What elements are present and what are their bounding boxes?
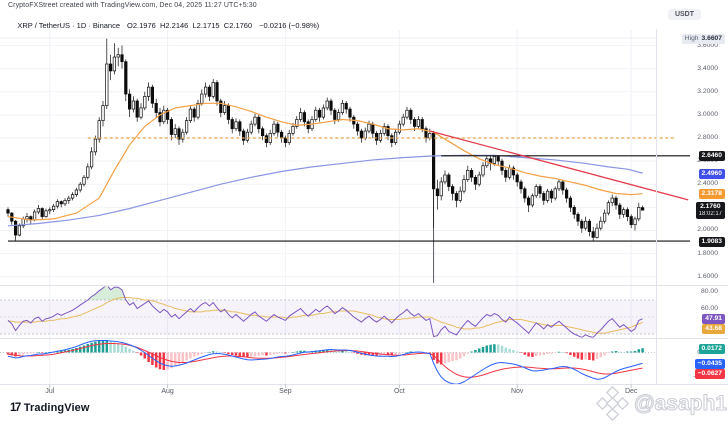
rsi-value-badge: 43.68 xyxy=(702,324,725,335)
candlestick-series xyxy=(6,38,645,242)
slow-ma-line xyxy=(7,154,643,227)
price-level-badge: 2.6460 xyxy=(698,151,725,162)
main-chart-pane xyxy=(6,38,645,283)
price-axis-tick-label: 1.8000 xyxy=(697,249,718,257)
price-axis-tick-label: 1.6000 xyxy=(697,272,718,280)
tradingview-logo-icon[interactable]: 17 xyxy=(10,402,21,414)
trendline xyxy=(429,130,689,201)
chart-drawings xyxy=(8,130,690,242)
price-level-badge: 2.3178 xyxy=(698,189,725,200)
watermark-text: @asaph1 xyxy=(634,392,728,416)
price-axis-tick-label: 2.8000 xyxy=(697,133,718,141)
time-axis-month-label: Sep xyxy=(279,388,292,395)
macd-value-badge: −0.0435 xyxy=(694,358,725,369)
price-axis-tick-label: 3.2000 xyxy=(697,87,718,95)
ohlc-values: O2.1976 H2.2146 L2.1715 C2.1760 xyxy=(127,21,253,30)
time-axis-month-label: Aug xyxy=(161,388,174,395)
fast-ma-line xyxy=(7,102,643,221)
high-label: High xyxy=(684,34,699,42)
high-price-badge: High 3.6607 xyxy=(681,33,725,44)
countdown-timer: 18:02:17 xyxy=(698,211,722,218)
price-axis-tick-label: 3.0000 xyxy=(697,110,718,118)
watermark: @asaph1 xyxy=(595,385,727,423)
symbol-legend[interactable]: XRP / TetherUS · 1D · Binance O2.1976 H2.… xyxy=(9,12,319,39)
time-axis[interactable]: Jul Aug Sep Oct Nov Dec xyxy=(0,384,657,402)
price-level-badge: 2.1760 18:02:17 xyxy=(695,202,725,220)
tradingview-logo-text[interactable]: TradingView xyxy=(23,402,90,414)
attribution-text: CryptoFXStreet created with TradingView.… xyxy=(8,2,257,9)
symbol-title: XRP / TetherUS · 1D · Binance xyxy=(17,21,121,30)
price-axis-tick-label: 2.4000 xyxy=(697,180,718,188)
price-level-badge: 2.4960 xyxy=(698,168,725,179)
tradingview-logo[interactable]: 17 TradingView xyxy=(10,402,90,414)
price-level-badge: 1.9083 xyxy=(698,236,725,247)
time-axis-month-label: Jul xyxy=(45,388,55,395)
binance-logo-icon xyxy=(595,385,630,422)
macd-value-badge: 0.0172 xyxy=(698,343,725,354)
macd-pane xyxy=(0,340,657,385)
macd-value-badge: −0.0627 xyxy=(694,368,725,379)
change-value: −0.0216 (−0.98%) xyxy=(259,21,320,30)
rsi-pane xyxy=(0,286,657,338)
price-axis-tick-label: 2.0000 xyxy=(697,226,718,234)
price-axis-tick-label: 3.4000 xyxy=(697,64,718,72)
pane-borders xyxy=(0,29,728,388)
rsi-axis-tick-label: 80.00 xyxy=(700,287,718,295)
price-axis-tick-label: 3.6000 xyxy=(697,41,718,49)
time-axis-month-label: Dec xyxy=(624,388,638,395)
quote-currency-badge: USDT xyxy=(667,9,701,20)
price-axis[interactable]: 3.60003.40003.20003.00002.80002.60002.40… xyxy=(657,0,728,402)
time-axis-month-label: Nov xyxy=(510,388,524,395)
rsi-value-badge: 47.91 xyxy=(702,314,725,325)
time-axis-month-label: Oct xyxy=(393,388,405,395)
rsi-axis-tick-label: 60.00 xyxy=(700,304,718,312)
